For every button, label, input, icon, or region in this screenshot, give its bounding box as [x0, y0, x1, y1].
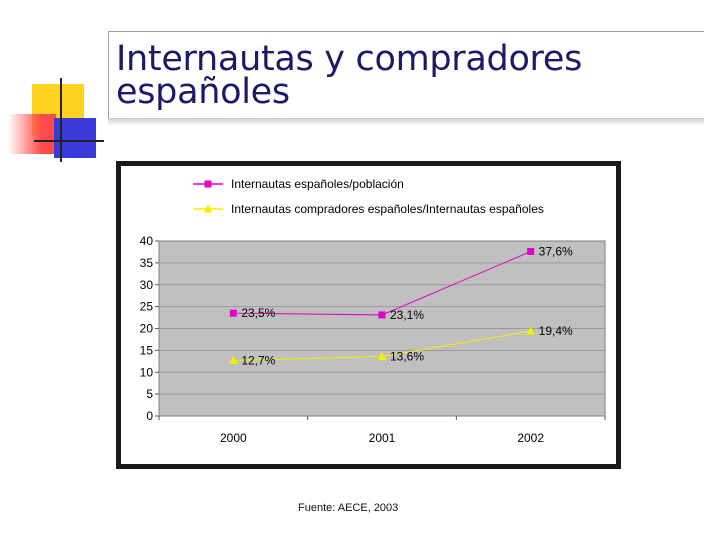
data-point: [527, 248, 535, 255]
decor-vertical-line: [60, 78, 62, 162]
line-chart: 40 35 30 25 20 15 10 5 0 2000 2001 2002 23,5% 23,1% 37…: [140, 177, 606, 445]
y-tick-label: 0: [146, 409, 153, 423]
data-label: 19,4%: [539, 324, 573, 338]
slide-title: Internautas y compradores españoles: [116, 39, 583, 112]
y-tick-label: 35: [140, 256, 154, 270]
x-tick-label: 2002: [517, 431, 544, 445]
legend-marker: [204, 180, 212, 188]
data-point: [228, 355, 238, 364]
data-point: [526, 326, 536, 335]
y-tick-label: 5: [146, 387, 153, 401]
data-label: 13,6%: [390, 350, 424, 364]
x-tick-label: 2000: [220, 431, 247, 445]
legend-marker: [203, 204, 213, 213]
chart-frame: 40 35 30 25 20 15 10 5 0 2000 2001 2002 23,5% 23,1% 37…: [116, 161, 621, 469]
decor-horizontal-line: [34, 140, 104, 142]
decor-red-square: [8, 114, 56, 154]
y-tick-label: 40: [140, 234, 154, 248]
y-tick-label: 30: [140, 278, 154, 292]
data-label: 23,5%: [241, 306, 275, 320]
x-tick-label: 2001: [369, 431, 396, 445]
data-point: [377, 352, 387, 360]
legend-label: Internautas compradores españoles/Intern…: [231, 202, 544, 216]
y-tick-label: 15: [140, 343, 154, 357]
data-point: [229, 309, 237, 317]
data-point: [378, 311, 386, 319]
title-shadow: [108, 118, 704, 126]
chart-area: 40 35 30 25 20 15 10 5 0 2000 2001 2002 23,5% 23,1% 37…: [121, 166, 616, 464]
source-caption: Fuente: AECE, 2003: [298, 502, 399, 514]
y-tick-label: 10: [140, 365, 154, 379]
legend-label: Internautas españoles/población: [231, 177, 404, 191]
y-tick-label: 20: [140, 322, 154, 336]
data-label: 23,1%: [390, 308, 424, 322]
data-label: 37,6%: [539, 245, 573, 259]
y-tick-label: 25: [140, 300, 154, 314]
data-label: 12,7%: [241, 353, 275, 367]
